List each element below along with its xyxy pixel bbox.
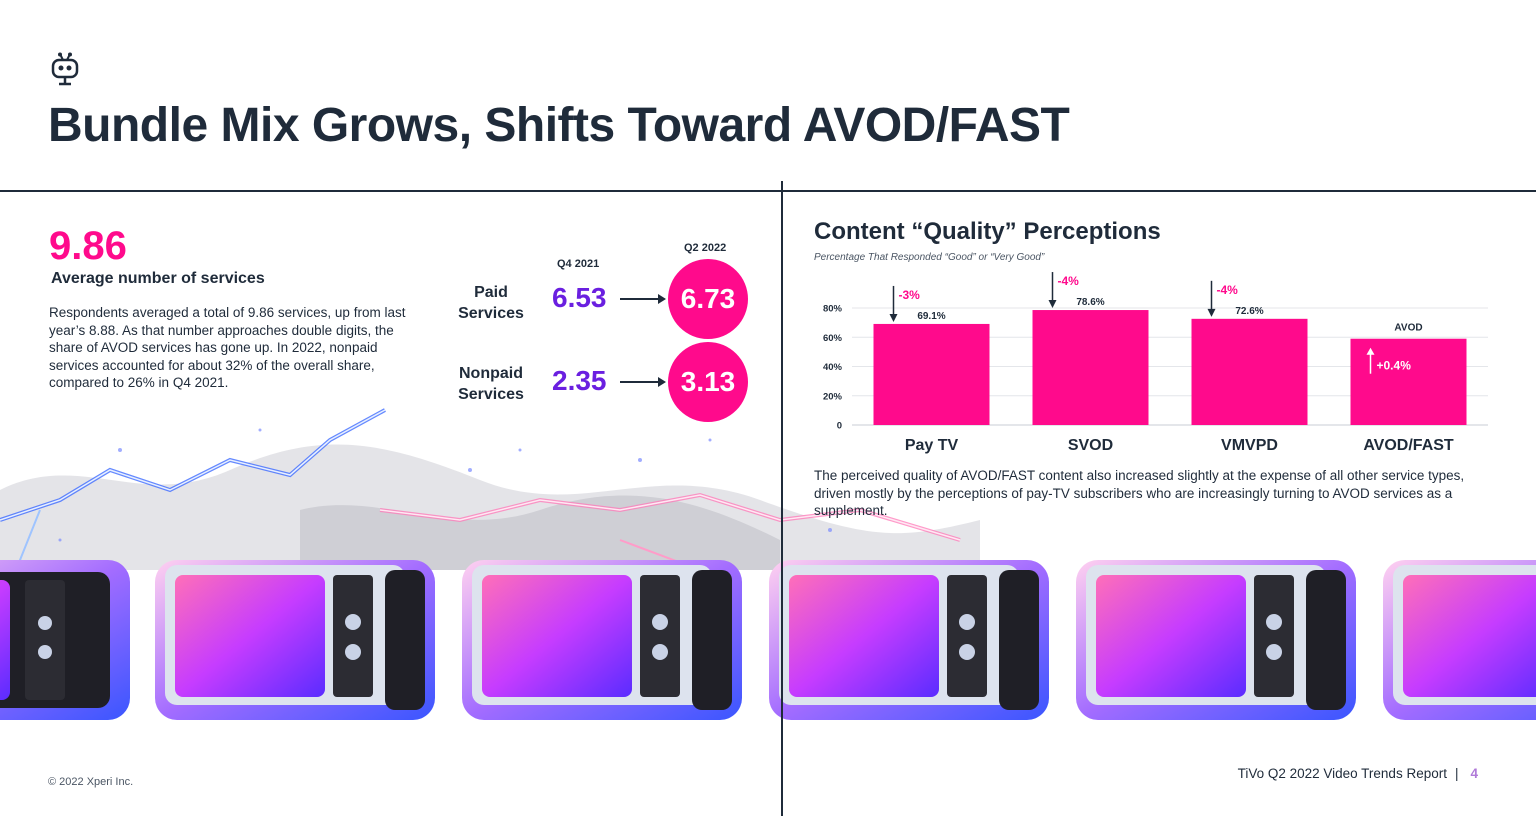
data-label: 78.6% — [1076, 297, 1104, 308]
tv-2 — [155, 560, 435, 720]
average-services-label: Average number of services — [51, 270, 265, 287]
change-arrow-head — [1207, 308, 1216, 317]
tv-lightning-illustration — [0, 408, 1536, 720]
y-tick-label: 60% — [823, 333, 843, 344]
change-label: -4% — [1058, 274, 1080, 288]
nonpaid-q2-2022-value: 3.13 — [668, 342, 748, 422]
y-tick-label: 20% — [823, 391, 843, 402]
bar — [873, 323, 990, 425]
nonpaid-label-line2: Services — [458, 386, 524, 403]
tv-3 — [462, 560, 742, 720]
data-label: 72.6% — [1235, 306, 1263, 317]
category-label: SVOD — [1068, 437, 1113, 454]
category-label: Pay TV — [905, 437, 959, 454]
paid-label-line2: Services — [458, 305, 524, 322]
quality-bar-chart: 0 20% 40% 60% 80% 69.1% -3% Pay TV 78.6% -4% SVOD 7… — [823, 272, 1488, 454]
footer-separator: | — [1454, 766, 1459, 781]
change-label: -3% — [899, 288, 921, 302]
change-arrow-head — [1048, 300, 1057, 309]
paid-services-label: Paid Services — [441, 282, 541, 324]
y-tick-label: 80% — [823, 304, 843, 315]
column-header-q4-2021: Q4 2021 — [557, 258, 600, 270]
category-label: AVOD/FAST — [1363, 437, 1454, 454]
change-arrow-head — [1366, 347, 1375, 355]
paid-q4-2021-value: 6.53 — [552, 282, 607, 313]
report-name: TiVo Q2 2022 Video Trends Report — [1237, 766, 1447, 781]
bar — [1191, 318, 1308, 425]
tv-5 — [1076, 560, 1356, 720]
change-label: -4% — [1217, 283, 1239, 297]
tv-1 — [0, 560, 130, 720]
tv-4 — [769, 560, 1049, 720]
bar — [1032, 310, 1149, 425]
category-label: VMVPD — [1221, 437, 1278, 454]
bar — [1350, 338, 1467, 425]
nonpaid-label-line1: Nonpaid — [459, 365, 523, 382]
average-services-description: Respondents averaged a total of 9.86 ser… — [49, 305, 406, 390]
nonpaid-q4-2021-value: 2.35 — [552, 365, 607, 396]
average-services-stat: 9.86 — [49, 224, 127, 268]
change-label: +0.4% — [1377, 359, 1412, 373]
paid-q2-2022-value: 6.73 — [668, 259, 748, 339]
y-tick-label: 0 — [837, 421, 842, 432]
page-title: Bundle Mix Grows, Shifts Toward AVOD/FAS… — [48, 99, 1070, 152]
column-header-q2-2022: Q2 2022 — [684, 242, 727, 254]
copyright: © 2022 Xperi Inc. — [48, 776, 134, 788]
data-label: 69.1% — [917, 311, 945, 322]
nonpaid-arrow — [620, 377, 666, 387]
chart-title: Content “Quality” Perceptions — [814, 218, 1161, 245]
footer: TiVo Q2 2022 Video Trends Report | 4 — [1238, 766, 1478, 781]
horizontal-divider — [0, 190, 1536, 192]
page-number: 4 — [1470, 766, 1478, 781]
y-tick-label: 40% — [823, 362, 843, 373]
change-arrow-head — [889, 313, 898, 322]
data-label: AVOD — [1394, 323, 1422, 334]
chart-subtitle: Percentage That Responded “Good” or “Ver… — [814, 252, 1045, 263]
paid-label-line1: Paid — [474, 284, 508, 301]
tv-6 — [1383, 560, 1536, 720]
tivo-robot-icon — [51, 52, 79, 86]
vertical-divider — [781, 181, 783, 816]
paid-arrow — [620, 294, 666, 304]
chart-description: The perceived quality of AVOD/FAST conte… — [814, 468, 1465, 518]
nonpaid-services-label: Nonpaid Services — [441, 363, 541, 405]
